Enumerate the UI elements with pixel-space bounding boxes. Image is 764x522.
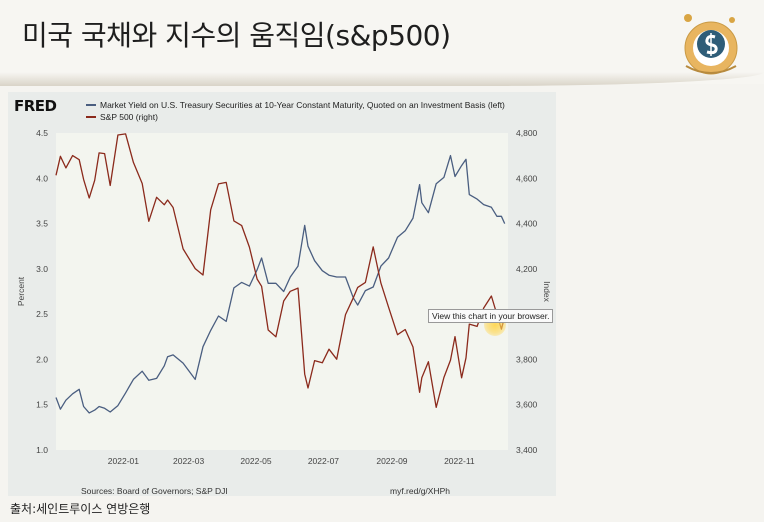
chart-source: Sources: Board of Governors; S&P DJI [81, 486, 228, 496]
y-right-tick-label: 4,200 [516, 264, 538, 274]
y-right-tick-label: 3,600 [516, 400, 538, 410]
slide-title: 미국 국채와 지수의 움직임(s&p500) [22, 19, 451, 52]
legend-label-yield: Market Yield on U.S. Treasury Securities… [100, 100, 505, 110]
y-right-tick-label: 3,400 [516, 445, 538, 455]
chart-legend: Market Yield on U.S. Treasury Securities… [86, 99, 505, 123]
y-left-tick-label: 1.5 [36, 400, 48, 410]
slide-credit: 출처:세인트루이스 연방은행 [10, 502, 151, 516]
x-tick-label: 2022-11 [444, 456, 475, 466]
y-left-axis-title: Percent [16, 276, 26, 306]
x-tick-label: 2022-09 [376, 456, 407, 466]
legend-swatch-sp500 [86, 116, 96, 118]
y-right-tick-label: 3,800 [516, 354, 538, 364]
y-right-tick-label: 4,400 [516, 219, 538, 229]
y-left-tick-label: 4.5 [36, 128, 48, 138]
y-left-tick-label: 4.0 [36, 173, 48, 183]
header-divider [0, 72, 764, 86]
fred-chart-panel[interactable]: 1.0 1.5 2.0 2.5 3.0 3.5 4.0 4.5 3,400 3,600 3,800 4… [8, 92, 556, 496]
x-tick-label: 2022-03 [173, 456, 204, 466]
series-line-sp500 [55, 133, 506, 409]
y-left-tick-label: 1.0 [36, 445, 48, 455]
series-line-treasury-yield [55, 154, 506, 414]
y-left-tick-label: 3.5 [36, 219, 48, 229]
y-left-tick-label: 2.0 [36, 354, 48, 364]
x-tick-label: 2022-07 [308, 456, 339, 466]
legend-item-sp500: S&P 500 (right) [86, 111, 505, 123]
y-right-tick-label: 4,800 [516, 128, 538, 138]
y-right-axis-title: Index [542, 281, 552, 303]
plot-background [56, 133, 508, 450]
legend-label-sp500: S&P 500 (right) [100, 112, 158, 122]
brand-logo-icon [684, 14, 738, 75]
line-chart: 1.0 1.5 2.0 2.5 3.0 3.5 4.0 4.5 3,400 3,600 3,800 4… [16, 128, 552, 466]
chart-tooltip: View this chart in your browser. [428, 309, 554, 323]
slide-header [0, 0, 764, 84]
y-left-tick-label: 3.0 [36, 264, 48, 274]
x-tick-label: 2022-05 [240, 456, 271, 466]
chart-short-link[interactable]: myf.red/g/XHPh [390, 486, 450, 496]
legend-item-yield: Market Yield on U.S. Treasury Securities… [86, 99, 505, 111]
y-left-tick-label: 2.5 [36, 309, 48, 319]
legend-swatch-yield [86, 104, 96, 106]
x-tick-label: 2022-01 [108, 456, 139, 466]
fred-logo: FRED [14, 97, 57, 115]
y-right-tick-label: 4,600 [516, 173, 538, 183]
